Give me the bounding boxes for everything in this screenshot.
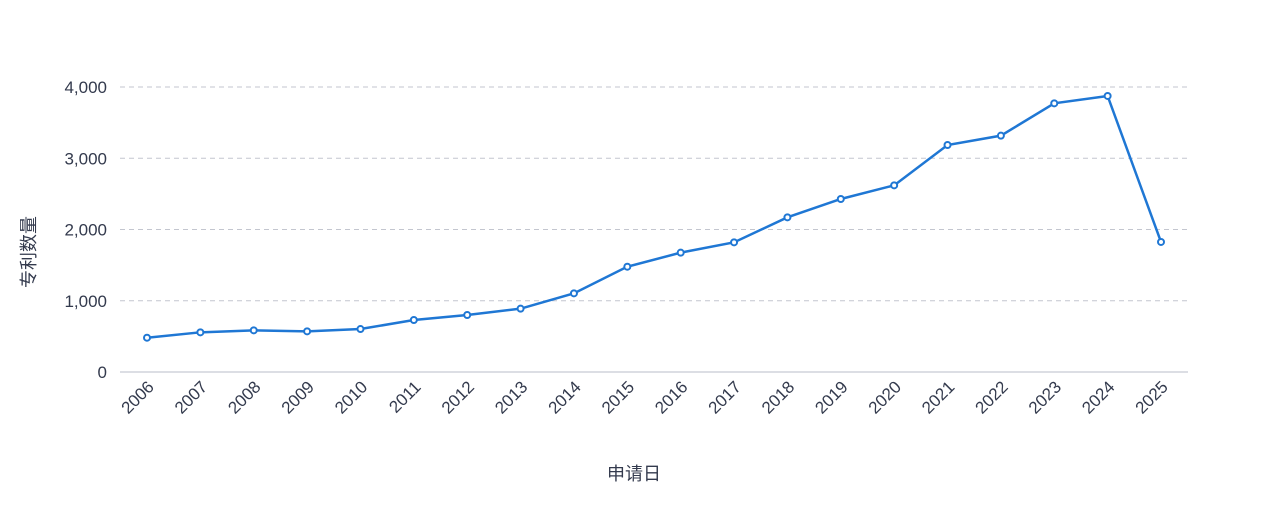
data-point[interactable] — [678, 250, 684, 256]
data-point[interactable] — [571, 290, 577, 296]
x-tick-label: 2021 — [918, 377, 958, 417]
data-point[interactable] — [945, 142, 951, 148]
data-point[interactable] — [357, 326, 363, 332]
data-point[interactable] — [464, 312, 470, 318]
x-axis-label: 申请日 — [607, 464, 661, 484]
x-tick-label: 2017 — [705, 377, 745, 417]
x-tick-label: 2010 — [331, 377, 371, 417]
x-tick-label: 2012 — [438, 377, 478, 417]
x-tick-label: 2015 — [598, 377, 638, 417]
y-tick-label: 3,000 — [64, 149, 107, 168]
data-point[interactable] — [731, 239, 737, 245]
x-tick-label: 2006 — [118, 377, 158, 417]
data-point[interactable] — [411, 317, 417, 323]
data-point[interactable] — [304, 328, 310, 334]
x-tick-label: 2019 — [811, 377, 851, 417]
x-tick-label: 2022 — [972, 377, 1012, 417]
x-tick-label: 2013 — [491, 377, 531, 417]
x-tick-label: 2025 — [1132, 377, 1172, 417]
x-tick-label: 2011 — [385, 377, 424, 416]
y-tick-label: 4,000 — [64, 78, 107, 97]
data-point[interactable] — [251, 327, 257, 333]
data-point[interactable] — [197, 329, 203, 335]
data-point[interactable] — [838, 196, 844, 202]
x-tick-label: 2016 — [651, 377, 691, 417]
y-tick-label: 0 — [98, 363, 107, 382]
x-tick-label: 2023 — [1025, 377, 1065, 417]
y-axis-label: 专利数量 — [19, 216, 39, 288]
data-point[interactable] — [1051, 100, 1057, 106]
data-point[interactable] — [518, 306, 524, 312]
x-tick-label: 2020 — [865, 377, 905, 417]
data-point[interactable] — [998, 133, 1004, 139]
data-point[interactable] — [624, 264, 630, 270]
x-tick-label: 2014 — [545, 377, 585, 417]
data-point[interactable] — [144, 335, 150, 341]
data-point[interactable] — [1158, 239, 1164, 245]
data-point[interactable] — [1105, 93, 1111, 99]
x-tick-label: 2008 — [224, 377, 264, 417]
x-tick-label: 2024 — [1078, 377, 1118, 417]
data-point[interactable] — [784, 214, 790, 220]
data-point[interactable] — [891, 182, 897, 188]
y-tick-label: 2,000 — [64, 221, 107, 240]
series-line — [147, 96, 1161, 338]
x-tick-label: 2009 — [278, 377, 318, 417]
x-tick-label: 2007 — [171, 377, 211, 417]
y-tick-label: 1,000 — [64, 292, 107, 311]
x-tick-label: 2018 — [758, 377, 798, 417]
